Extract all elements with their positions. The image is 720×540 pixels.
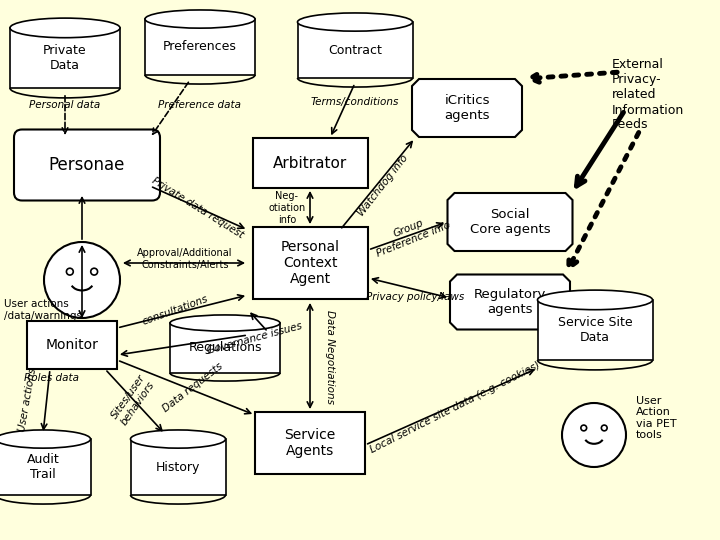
FancyBboxPatch shape	[297, 22, 413, 78]
Ellipse shape	[130, 430, 225, 448]
Text: Preference data: Preference data	[158, 100, 241, 110]
Text: Governance issues: Governance issues	[207, 320, 304, 355]
Text: Data requests: Data requests	[161, 361, 225, 415]
Ellipse shape	[145, 10, 255, 28]
FancyBboxPatch shape	[253, 227, 367, 299]
Text: Personal
Context
Agent: Personal Context Agent	[281, 240, 340, 286]
Text: Regulatory
agents: Regulatory agents	[474, 288, 546, 316]
Text: Arbitrator: Arbitrator	[273, 156, 347, 171]
Circle shape	[601, 425, 607, 431]
Polygon shape	[450, 274, 570, 329]
Text: Sites/user
behaviors: Sites/user behaviors	[109, 373, 157, 427]
FancyBboxPatch shape	[145, 19, 255, 75]
Text: Neg-
otiation
info: Neg- otiation info	[269, 191, 305, 225]
Text: Preferences: Preferences	[163, 40, 237, 53]
Text: Personae: Personae	[49, 156, 125, 174]
Ellipse shape	[10, 18, 120, 38]
Text: Contract: Contract	[328, 44, 382, 57]
Text: Monitor: Monitor	[45, 338, 99, 352]
Text: Service Site
Data: Service Site Data	[558, 316, 632, 344]
Text: Terms/conditions: Terms/conditions	[311, 97, 399, 107]
Text: External
Privacy-
related
Information
Feeds: External Privacy- related Information Fe…	[612, 58, 684, 132]
Text: Regulations: Regulations	[188, 341, 262, 354]
Polygon shape	[412, 79, 522, 137]
FancyBboxPatch shape	[130, 439, 225, 495]
Text: Watchdog info: Watchdog info	[356, 152, 410, 218]
Text: consultations: consultations	[140, 293, 210, 327]
Text: Social
Core agents: Social Core agents	[469, 208, 550, 236]
Text: Personal data: Personal data	[30, 100, 101, 110]
Text: Private data request: Private data request	[150, 176, 246, 240]
Text: History: History	[156, 461, 200, 474]
Text: Privacy policy/laws: Privacy policy/laws	[366, 292, 464, 302]
Circle shape	[66, 268, 73, 275]
FancyBboxPatch shape	[538, 300, 652, 360]
Circle shape	[91, 268, 98, 275]
Text: Group
Preference info: Group Preference info	[370, 209, 451, 259]
Ellipse shape	[538, 290, 652, 310]
Text: Local service site data (e.g. cookies): Local service site data (e.g. cookies)	[369, 361, 541, 455]
Circle shape	[562, 403, 626, 467]
Circle shape	[581, 425, 587, 431]
FancyBboxPatch shape	[255, 412, 365, 474]
FancyBboxPatch shape	[10, 28, 120, 88]
Text: User actions
/data/warnings: User actions /data/warnings	[4, 299, 82, 321]
FancyBboxPatch shape	[27, 321, 117, 369]
Text: Audit
Trail: Audit Trail	[27, 453, 59, 481]
FancyBboxPatch shape	[0, 439, 91, 495]
Polygon shape	[448, 193, 572, 251]
Circle shape	[44, 242, 120, 318]
Ellipse shape	[297, 13, 413, 31]
Text: User
Action
via PET
tools: User Action via PET tools	[636, 396, 677, 441]
Text: Approval/Additional
Constraints/Alerts: Approval/Additional Constraints/Alerts	[138, 248, 233, 269]
Ellipse shape	[0, 430, 91, 448]
Ellipse shape	[170, 315, 280, 331]
Text: Private
Data: Private Data	[43, 44, 87, 72]
FancyBboxPatch shape	[14, 130, 160, 200]
Text: User actions: User actions	[17, 367, 38, 433]
FancyBboxPatch shape	[253, 138, 367, 188]
Text: iCritics
agents: iCritics agents	[444, 94, 490, 122]
Text: Roles data: Roles data	[24, 373, 79, 383]
Text: Data Negotiations: Data Negotiations	[325, 310, 335, 404]
FancyBboxPatch shape	[170, 323, 280, 373]
Text: Service
Agents: Service Agents	[284, 428, 336, 458]
